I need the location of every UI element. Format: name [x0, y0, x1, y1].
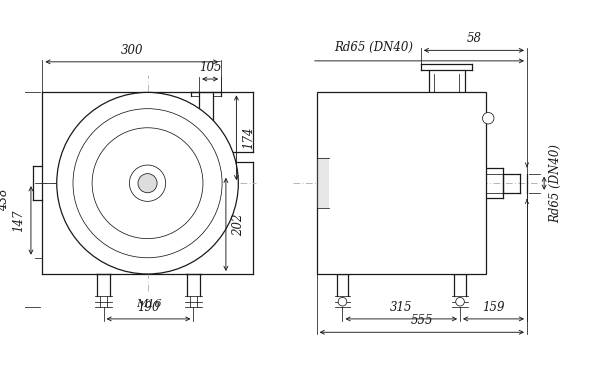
Text: 555: 555 — [410, 314, 433, 327]
Circle shape — [73, 109, 222, 258]
Text: 202: 202 — [232, 213, 245, 236]
Bar — [317, 92, 486, 274]
Text: 159: 159 — [482, 301, 505, 313]
Text: 105: 105 — [199, 61, 221, 74]
Circle shape — [338, 297, 347, 306]
Circle shape — [138, 174, 157, 193]
Text: 315: 315 — [390, 301, 413, 313]
Text: 190: 190 — [137, 301, 160, 313]
Circle shape — [57, 92, 238, 274]
Text: M16: M16 — [136, 299, 161, 309]
Text: 438: 438 — [0, 189, 10, 211]
Text: 147: 147 — [12, 209, 25, 232]
Text: Rd65 (DN40): Rd65 (DN40) — [334, 41, 413, 54]
Text: 58: 58 — [466, 32, 481, 45]
Text: Rd65 (DN40): Rd65 (DN40) — [549, 144, 562, 223]
Circle shape — [482, 112, 494, 124]
Text: 300: 300 — [121, 44, 143, 57]
Text: 174: 174 — [242, 126, 255, 149]
Circle shape — [92, 128, 203, 238]
Circle shape — [456, 297, 464, 306]
Circle shape — [130, 165, 166, 201]
